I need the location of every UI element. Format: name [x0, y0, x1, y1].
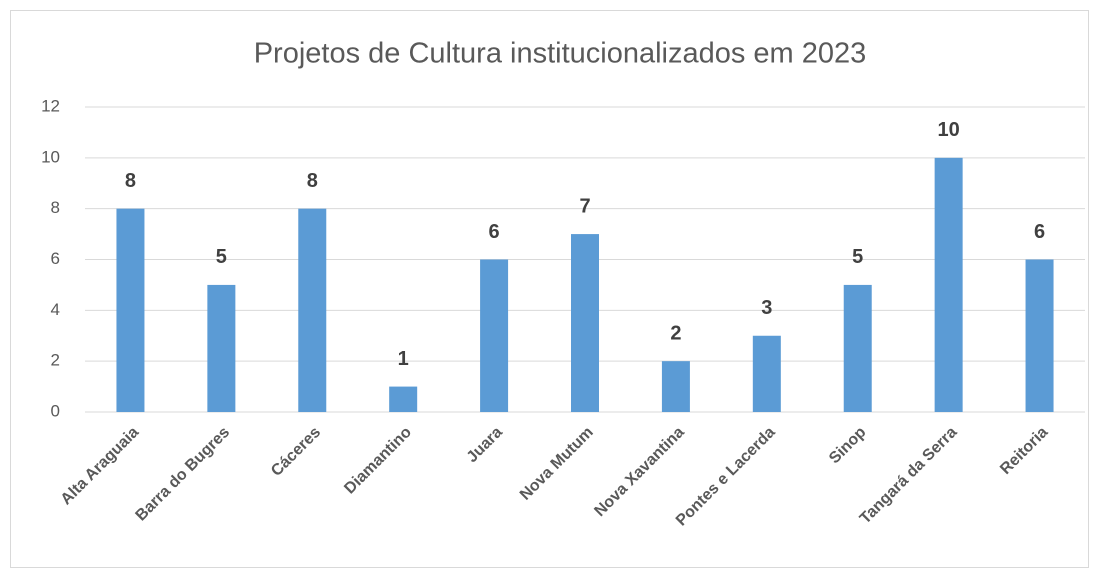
data-label: 3 [761, 297, 772, 319]
y-tick-label: 10 [41, 147, 60, 166]
data-label: 8 [307, 170, 318, 192]
bar [207, 284, 236, 412]
y-tick-label: 12 [41, 96, 60, 115]
data-label: 10 [938, 119, 960, 141]
y-tick-label: 6 [51, 249, 60, 268]
data-label: 2 [670, 322, 681, 344]
bar [480, 259, 509, 412]
y-tick-label: 2 [51, 351, 60, 370]
bar [661, 361, 690, 412]
data-label: 6 [1034, 221, 1045, 243]
data-label: 5 [216, 246, 227, 268]
data-label: 1 [398, 348, 409, 370]
bar [571, 234, 599, 412]
y-tick-label: 4 [51, 300, 60, 319]
bar [843, 284, 872, 412]
data-label: 6 [489, 221, 500, 243]
data-label: 5 [852, 246, 863, 268]
data-label: 8 [125, 170, 136, 192]
data-label: 7 [579, 195, 590, 217]
chart-border [10, 10, 1089, 568]
bar [298, 208, 327, 412]
bar [116, 208, 145, 412]
chart-title: Projetos de Cultura institucionalizados … [254, 38, 867, 70]
bar [389, 386, 418, 412]
bar [1025, 259, 1054, 412]
bar [934, 157, 963, 412]
y-tick-label: 8 [51, 198, 60, 217]
bar [752, 335, 781, 412]
y-tick-label: 0 [51, 401, 60, 420]
